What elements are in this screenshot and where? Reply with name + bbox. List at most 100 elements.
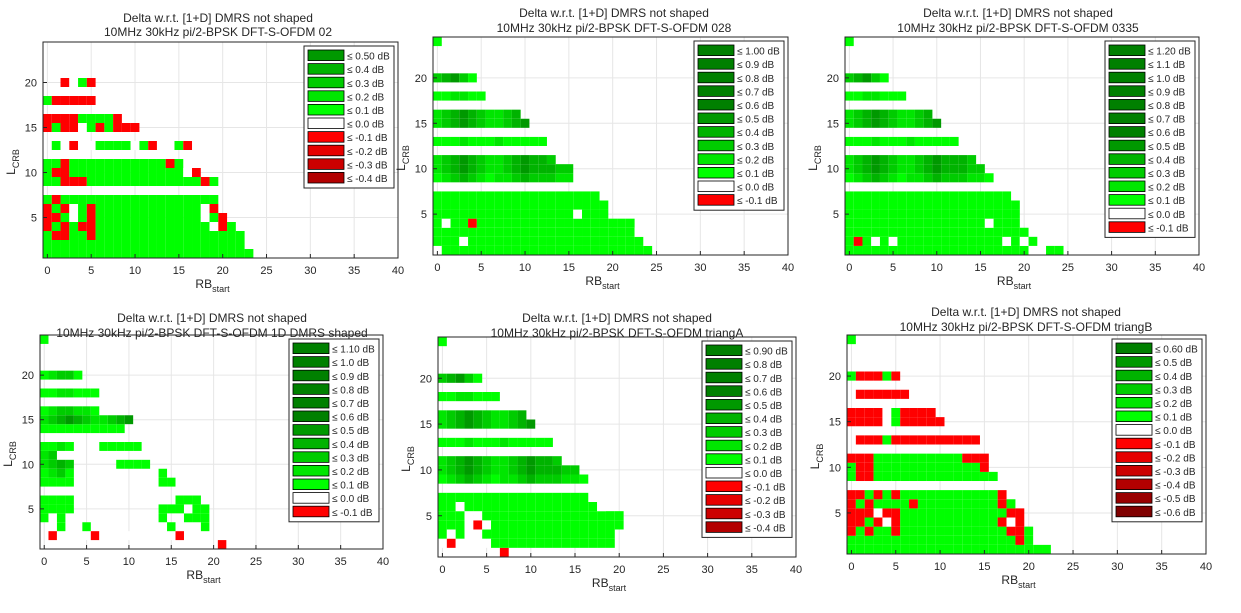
heat-cell xyxy=(165,204,175,213)
heat-cell xyxy=(561,511,571,521)
heat-cell xyxy=(897,164,907,174)
heat-cell xyxy=(218,249,228,258)
heat-cell xyxy=(508,520,518,530)
chart-title-line1: Delta w.r.t. [1+D] DMRS not shaped xyxy=(522,311,712,325)
y-axis-label: LCRB xyxy=(806,145,823,171)
heat-cell xyxy=(82,424,91,434)
heat-cell xyxy=(944,517,954,527)
heat-cell xyxy=(511,173,521,183)
y-tick-label: 10 xyxy=(415,164,427,176)
heat-cell xyxy=(535,520,545,530)
heat-cell xyxy=(926,453,936,463)
heat-cell xyxy=(200,231,210,240)
heat-cell xyxy=(482,474,492,484)
heat-cell xyxy=(60,177,70,186)
heat-cell xyxy=(932,118,942,128)
heat-cell xyxy=(1006,499,1016,509)
heat-cell xyxy=(438,373,447,383)
heat-cell xyxy=(862,118,872,128)
heat-cell xyxy=(139,141,149,150)
heat-cell xyxy=(526,538,536,548)
heat-cell xyxy=(43,249,52,258)
heat-cell xyxy=(468,218,477,228)
heat-cell xyxy=(438,437,447,447)
heat-cell xyxy=(941,227,950,237)
heat-cell xyxy=(529,136,539,146)
heat-cell xyxy=(944,499,954,509)
heat-cell xyxy=(113,222,122,231)
heat-cell xyxy=(520,118,530,128)
heat-cell xyxy=(51,222,61,231)
heat-cell xyxy=(864,490,874,500)
heat-cell xyxy=(209,195,219,204)
y-tick-label: 5 xyxy=(421,209,427,221)
heat-cell xyxy=(455,511,465,521)
heat-cell xyxy=(148,177,157,186)
legend-swatch xyxy=(705,426,743,438)
heat-cell xyxy=(459,73,469,83)
heat-cell xyxy=(476,209,486,219)
heat-cell xyxy=(888,218,898,228)
heat-cell xyxy=(69,123,79,132)
heat-cell xyxy=(139,204,149,213)
heat-cell xyxy=(570,502,580,512)
heat-cell xyxy=(464,373,474,383)
heat-cell xyxy=(139,168,149,177)
heat-cell xyxy=(979,508,989,518)
heat-cell xyxy=(441,73,451,83)
heat-cell xyxy=(573,209,583,219)
heat-cell xyxy=(517,410,527,420)
heat-cell xyxy=(862,136,872,146)
y-axis-label-sub: CRB xyxy=(401,145,411,164)
heat-cell xyxy=(438,529,447,539)
heat-cell xyxy=(625,218,635,228)
legend-entry-label: ≤ 0.6 dB xyxy=(1148,128,1186,139)
heat-cell xyxy=(1037,245,1047,255)
legend-entry-label: ≤ 0.4 dB xyxy=(347,65,385,76)
heat-cell xyxy=(148,195,157,204)
chart-title-line1: Delta w.r.t. [1+D] DMRS not shaped xyxy=(123,11,313,25)
heat-cell xyxy=(949,245,959,255)
heat-cell xyxy=(485,209,495,219)
heat-cell xyxy=(529,191,539,201)
heat-cell xyxy=(113,159,122,168)
heat-cell xyxy=(175,504,184,514)
heat-cell xyxy=(871,155,880,165)
heat-cell xyxy=(121,123,131,132)
x-tick-label: 25 xyxy=(1067,561,1079,573)
heat-cell xyxy=(183,195,193,204)
x-tick-label: 20 xyxy=(1018,262,1030,274)
heat-cell xyxy=(433,136,442,146)
heat-cell xyxy=(923,109,933,119)
heat-cell xyxy=(984,218,994,228)
heat-cell xyxy=(494,236,504,246)
heat-cell xyxy=(873,417,883,427)
x-axis-label-main: RB xyxy=(195,277,212,291)
heat-cell xyxy=(579,474,589,484)
heat-cell xyxy=(438,511,447,521)
heat-cell xyxy=(56,522,66,532)
heat-cell xyxy=(200,249,210,258)
legend-entry-label: ≤ 1.20 dB xyxy=(1148,47,1191,58)
x-tick-label: 25 xyxy=(1062,262,1074,274)
heat-cell xyxy=(508,465,518,475)
heat-cell xyxy=(494,200,504,210)
x-tick-label: 10 xyxy=(934,561,946,573)
heat-cell xyxy=(133,459,142,469)
legend-swatch xyxy=(1115,356,1153,368)
heat-cell xyxy=(526,474,536,484)
heat-cell xyxy=(148,168,157,177)
heat-cell xyxy=(113,168,122,177)
heat-cell xyxy=(958,218,968,228)
heat-cell xyxy=(450,136,460,146)
legend-entry-label: ≤ 0.5 dB xyxy=(1148,142,1186,153)
heat-cell xyxy=(873,471,883,482)
heat-cell xyxy=(949,236,959,246)
heat-cell xyxy=(561,502,571,512)
heat-cell xyxy=(503,118,512,128)
heat-cell xyxy=(65,388,74,398)
x-axis-label: RBstart xyxy=(997,274,1032,291)
heat-cell xyxy=(499,547,509,557)
heat-cell xyxy=(43,240,52,249)
heat-cell xyxy=(605,511,615,521)
